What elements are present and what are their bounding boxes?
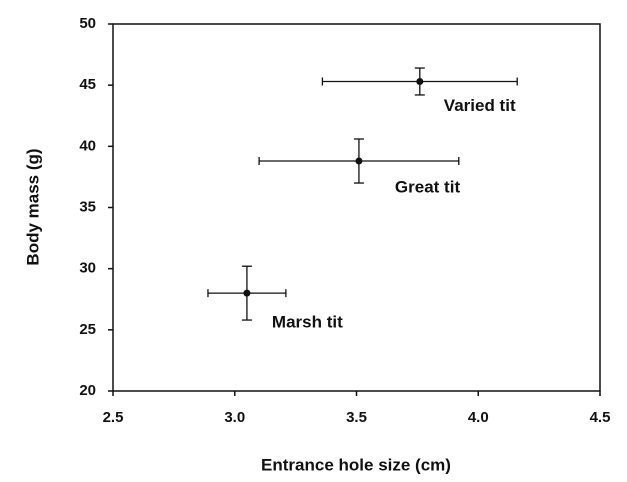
point-label: Varied tit <box>444 96 516 115</box>
point <box>416 77 424 85</box>
x-tick-label: 3.0 <box>224 409 245 426</box>
x-tick-label: 4.0 <box>468 409 489 426</box>
point-label: Great tit <box>395 177 461 196</box>
x-tick-label: 2.5 <box>103 409 124 426</box>
y-tick-label: 30 <box>79 260 96 277</box>
x-tick-label: 3.5 <box>346 409 367 426</box>
plot-frame <box>112 23 601 392</box>
y-tick-label: 20 <box>79 382 96 399</box>
y-tick-label: 40 <box>79 137 96 154</box>
x-axis-title: Entrance hole size (cm) <box>261 455 451 474</box>
y-tick-label: 25 <box>79 321 96 338</box>
point <box>355 157 363 165</box>
x-tick-label: 4.5 <box>590 409 611 426</box>
point <box>243 289 251 297</box>
y-axis-title: Body mass (g) <box>23 148 42 265</box>
y-tick-label: 45 <box>79 76 96 93</box>
point-label: Marsh tit <box>272 313 343 332</box>
y-tick-label: 35 <box>79 198 96 215</box>
y-tick-label: 50 <box>79 15 96 32</box>
